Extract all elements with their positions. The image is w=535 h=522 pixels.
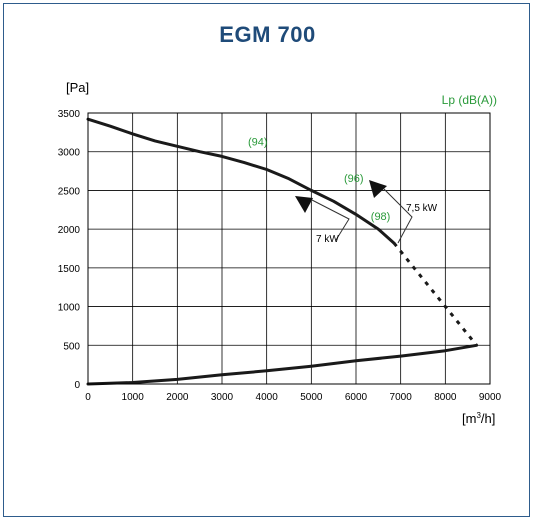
series-line-system_curve xyxy=(86,343,479,386)
axes xyxy=(87,112,491,385)
arrowhead-7kw xyxy=(295,196,313,213)
y-tick-label: 1000 xyxy=(58,303,81,314)
sound-level-axis-label: Lp (dB(A)) xyxy=(442,93,497,107)
x-tick-label: 0 xyxy=(85,392,91,403)
x-tick-label: 9000 xyxy=(479,392,502,403)
grid xyxy=(88,113,490,384)
x-axis-label-end: /h] xyxy=(481,411,495,426)
sound-level-label: (98) xyxy=(371,211,391,223)
x-axis-label: [m3/h] xyxy=(462,411,495,426)
x-tick-label: 3000 xyxy=(211,392,234,403)
arrowhead-7-5kw xyxy=(369,180,387,198)
x-tick-label: 2000 xyxy=(166,392,189,403)
series-line-fan_curve_extension xyxy=(392,242,478,347)
y-tick-label: 2000 xyxy=(58,225,81,236)
x-axis-label-sup: 3 xyxy=(476,411,481,420)
power-label-7kw: 7 kW xyxy=(316,234,339,245)
y-tick-label: 1500 xyxy=(58,264,81,275)
x-tick-label: 1000 xyxy=(122,392,145,403)
y-tick-label: 3500 xyxy=(58,109,81,120)
power-bracket-7kw xyxy=(311,199,350,241)
y-tick-label: 3000 xyxy=(58,148,81,159)
power-bracket-7-5kw xyxy=(383,188,413,244)
plot-border xyxy=(87,112,491,385)
power-label-7-5kw: 7,5 kW xyxy=(406,203,438,214)
sound-level-label: (94) xyxy=(248,137,268,149)
sound-level-label: (96) xyxy=(344,173,364,185)
x-tick-label: 6000 xyxy=(345,392,368,403)
x-tick-label: 7000 xyxy=(390,392,413,403)
series-line-fan_curve xyxy=(86,117,396,245)
x-tick-label: 8000 xyxy=(434,392,457,403)
y-tick-label: 500 xyxy=(63,341,80,352)
y-tick-label: 0 xyxy=(74,380,80,391)
y-tick-label: 2500 xyxy=(58,186,81,197)
tick-labels: 0 1000 2000 3000 4000 5000 6000 7000 8000 9000 0 50… xyxy=(58,109,502,403)
x-tick-label: 5000 xyxy=(300,392,323,403)
sound-levels: (94) (96) (98) xyxy=(248,137,390,223)
chart-title: EGM 700 xyxy=(219,22,316,47)
curves xyxy=(86,117,479,386)
x-tick-label: 4000 xyxy=(256,392,279,403)
y-axis-label: [Pa] xyxy=(66,80,89,95)
x-axis-label-main: [m xyxy=(462,411,476,426)
annotations: [Pa] Lp (dB(A)) [m3/h] 7 kW 7,5 kW xyxy=(66,80,497,426)
